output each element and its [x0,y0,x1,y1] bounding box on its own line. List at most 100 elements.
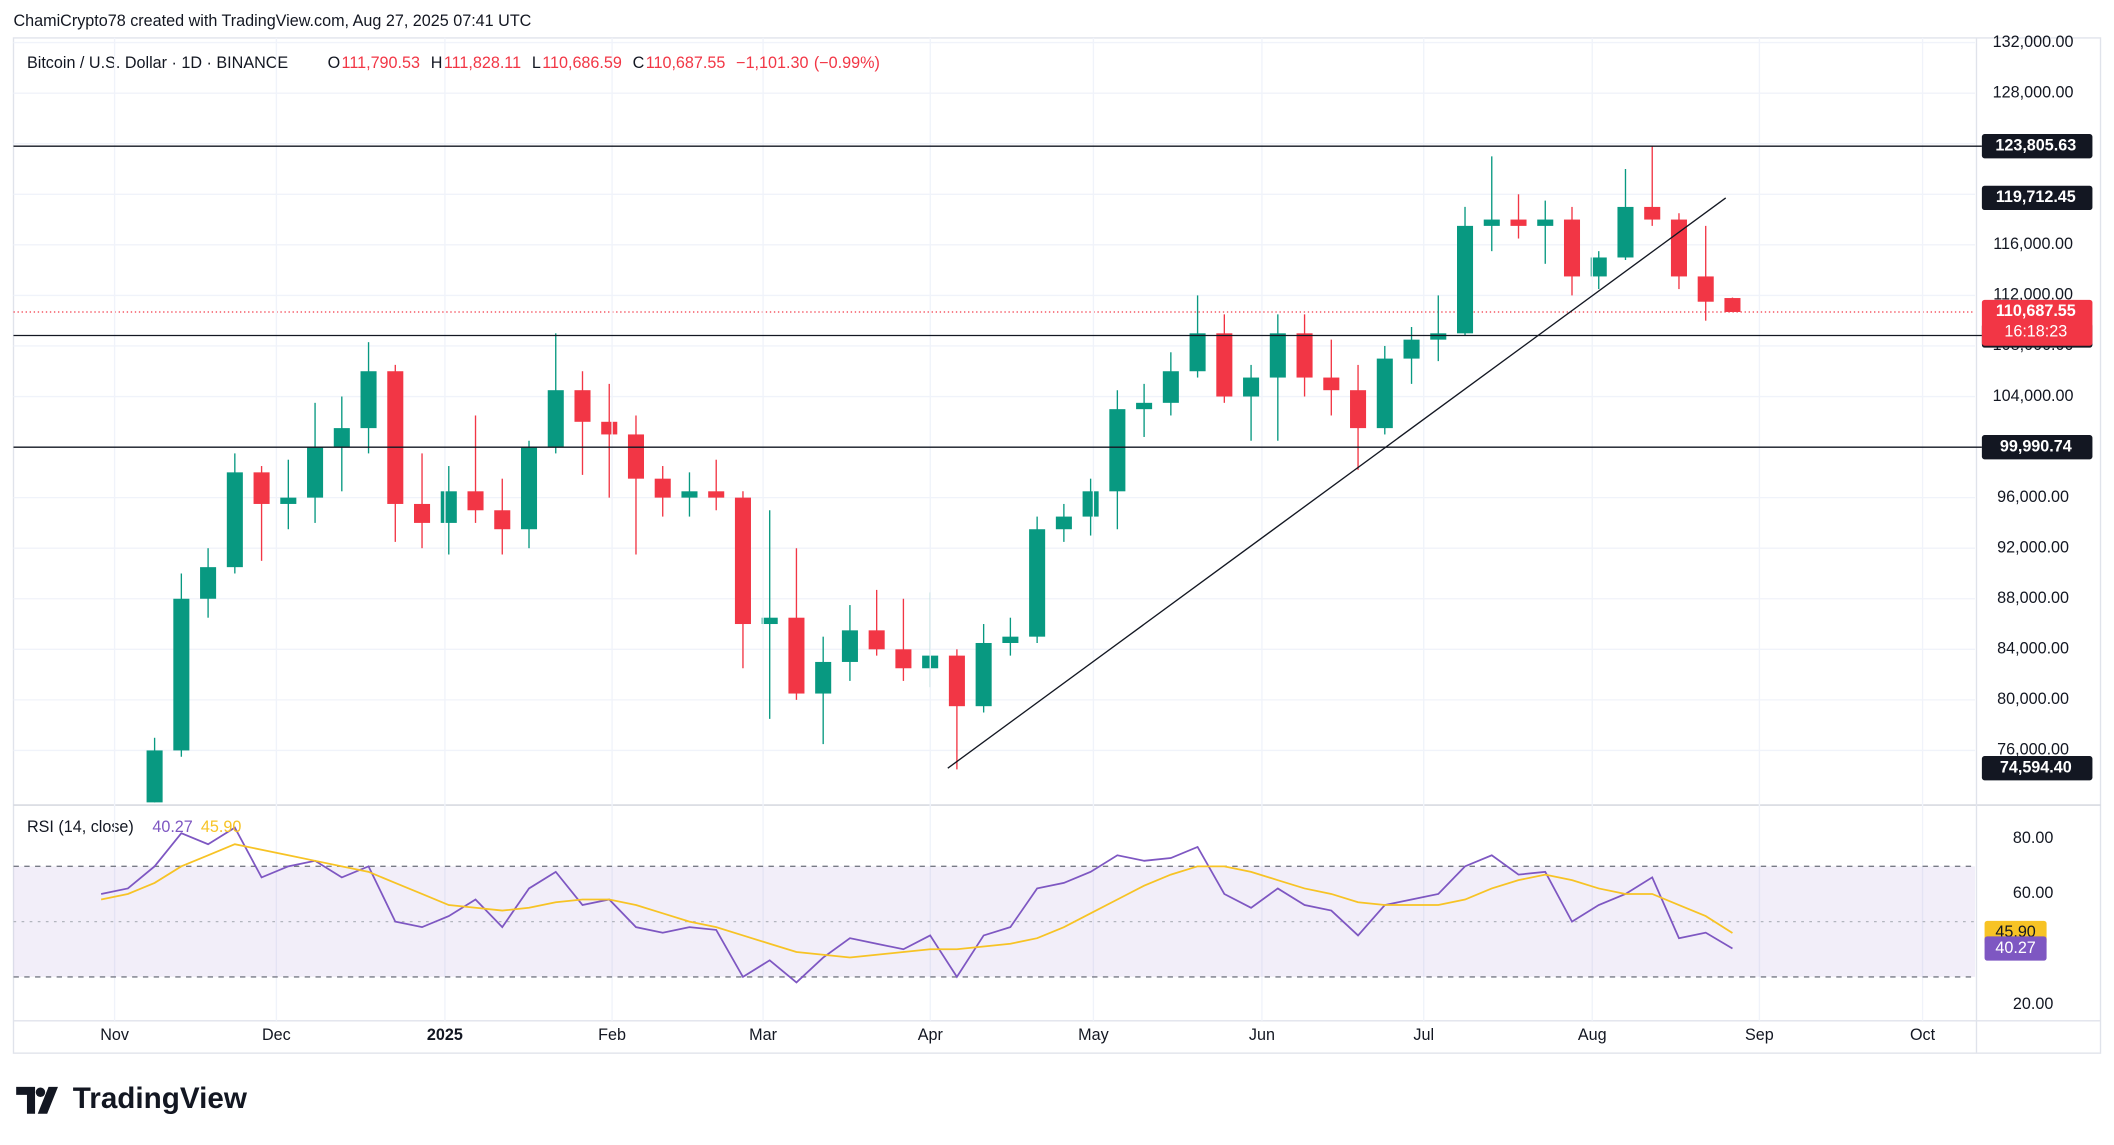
candle-body [1644,206,1661,220]
value-badge [1984,936,2047,961]
candle-body [387,371,404,504]
change-pct: (−0.99%) [814,54,880,72]
candle-body [1029,529,1046,637]
candle-body [1563,219,1581,277]
y-tick-label: 92,000.00 [1997,538,2069,556]
ohlc-key: L [532,54,541,72]
candle-body [1136,402,1153,410]
trendline [947,197,1727,769]
candle-body [1350,390,1367,429]
price-badge-label: 99,990.74 [2000,437,2072,455]
candle-body [1189,333,1206,372]
candle-body [547,390,564,448]
frame [12,37,2102,1054]
ohlc-value: 111,828.11 [444,54,521,72]
candle-body [520,447,538,530]
ohlc-key: H [431,54,443,72]
candle-body [280,497,297,504]
candle-body [601,421,618,435]
candle-body [708,491,725,498]
rsi-line [100,826,1733,984]
candle-body [975,642,992,707]
ohlc-value: 110,686.59 [542,54,622,72]
y-tick-label: 80.00 [2013,829,2053,847]
candle-body [734,497,751,625]
y-tick-label: 96,000.00 [1997,488,2069,506]
candle-body [788,617,805,694]
ohlc-value: 111,790.53 [342,54,420,72]
candle-body [1430,333,1447,340]
rsi-title: RSI (14, close) [27,818,134,836]
candle-body [1724,298,1741,312]
y-tick-label: 60.00 [2013,884,2053,902]
candle-body [1403,339,1420,359]
y-tick-label: 116,000.00 [1993,235,2073,253]
x-tick-label: Sep [1745,1026,1774,1044]
candle-body [1456,225,1474,334]
credit: ChamiCrypto78 created with TradingView.c… [13,12,531,30]
candle-body [895,649,912,669]
price-badge [1981,185,2093,211]
price-badge [1981,435,2093,460]
candle-body [627,434,645,479]
price-pane [13,41,1976,803]
y-tick-label: 112,000.00 [1993,286,2073,304]
ohlc-key: C [633,54,645,72]
logo-dot [35,1087,46,1097]
legend-value: 40.27 [152,818,192,836]
candle-body [226,472,243,568]
y-tick-label: 20.00 [2013,995,2053,1013]
x-tick-label: 2025 [427,1026,463,1044]
candle-body [467,491,484,511]
ohlc-key: O [328,54,341,72]
y-tick-label: 88,000.00 [1997,589,2069,607]
candle-body [440,491,457,523]
logo-mark [16,1086,58,1114]
candle-body [1002,636,1019,643]
candle-body [574,390,591,422]
x-tick-label: Nov [100,1026,130,1044]
ohlc-value: 110,687.55 [646,54,726,72]
candle-body [654,478,671,498]
candle-body [1055,516,1072,530]
price-badge [1981,299,2093,346]
rsi-pane [13,826,1976,984]
price-badge-label: 123,805.63 [1995,136,2076,154]
candle-body [1082,491,1099,517]
y-tick-label: 84,000.00 [1997,640,2069,658]
candle-body [146,750,163,803]
x-tick-label: Feb [598,1026,626,1044]
value-badge-label: 40.27 [1995,939,2035,957]
candle-body [1617,206,1634,258]
change: −1,101.30 [736,54,808,72]
candle-body [1510,219,1527,226]
candle-body [200,567,217,599]
candle-body [173,598,190,751]
x-tick-label: Dec [262,1026,291,1044]
logo: TradingView [16,1082,248,1115]
price-badge-label: 110,687.55 [1996,302,2076,320]
candle-body [841,630,858,662]
candle-body [1537,219,1554,226]
candle-body [333,428,350,448]
candle-body [1269,333,1286,378]
candle-body [1216,333,1233,397]
legend-value: 45.90 [201,818,241,836]
candle-body [815,661,832,694]
candle-body [1162,371,1179,403]
candle-body [1590,257,1607,277]
candle-body [948,655,965,707]
y-tick-label: 80,000.00 [1997,690,2069,708]
x-tick-label: Apr [918,1026,944,1044]
candle-body [1243,377,1260,397]
logo-text: TradingView [73,1082,248,1115]
x-tick-label: Oct [1910,1026,1936,1044]
countdown: 16:18:23 [2004,322,2067,340]
candle-body [761,617,778,625]
candle-body [868,630,885,650]
x-tick-label: Aug [1578,1026,1607,1044]
y-tick-label: 76,000.00 [1997,741,2069,759]
symbol-title: Bitcoin / U.S. Dollar · 1D · BINANCE [27,54,288,72]
candle-body [1376,358,1393,429]
